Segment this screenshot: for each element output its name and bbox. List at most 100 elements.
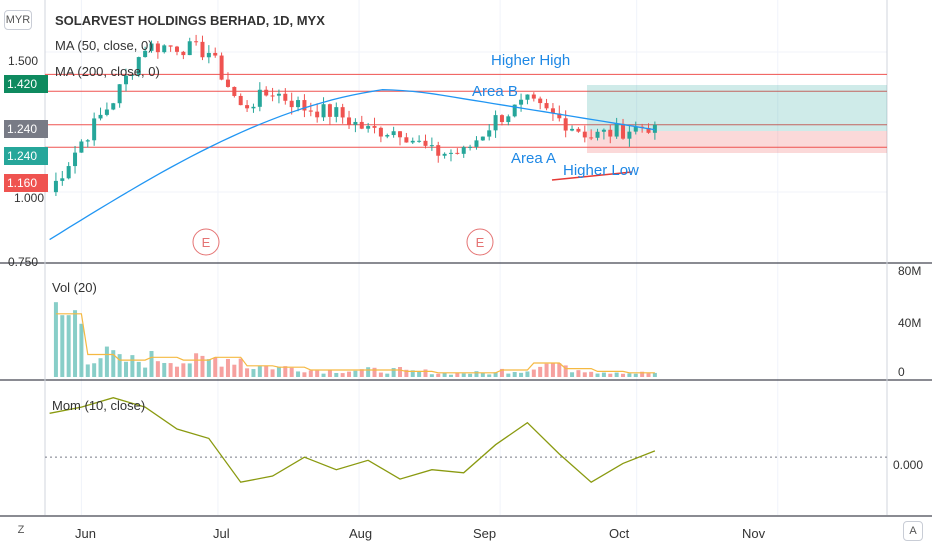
candlestick-series[interactable] — [53, 34, 657, 196]
candle — [372, 117, 377, 134]
candle — [627, 125, 632, 147]
candle — [321, 97, 326, 122]
currency-badge[interactable]: MYR — [4, 10, 32, 30]
candle — [257, 82, 262, 112]
candle — [124, 68, 129, 92]
volume-bar — [519, 372, 524, 377]
candle — [582, 125, 587, 143]
volume-bar — [206, 359, 211, 377]
volume-bar — [538, 366, 543, 377]
candle — [652, 121, 657, 140]
candle — [378, 126, 383, 143]
candle — [194, 34, 199, 46]
volume-legend[interactable]: Vol (20) — [52, 280, 97, 295]
candle — [506, 114, 511, 126]
volume-bar — [302, 372, 307, 377]
volume-bar — [391, 368, 396, 377]
volume-bar — [499, 368, 504, 377]
candle — [385, 133, 390, 139]
candle — [550, 103, 555, 121]
volume-bar — [347, 371, 352, 377]
volume-bar — [582, 372, 587, 377]
volume-bar — [493, 372, 498, 377]
higher-low-line[interactable] — [551, 171, 633, 181]
volume-bar — [124, 361, 129, 377]
candle — [601, 128, 606, 140]
horizontal-levels[interactable] — [45, 73, 887, 148]
candle — [633, 121, 638, 135]
candle — [398, 131, 403, 146]
candle — [283, 88, 288, 105]
earnings-marker[interactable]: E — [192, 228, 220, 256]
volume-bar — [130, 355, 135, 377]
volume-bar — [155, 361, 160, 377]
candle — [232, 86, 237, 98]
candle — [143, 46, 148, 58]
candle — [327, 103, 332, 126]
volume-bar — [646, 373, 651, 377]
candle — [404, 132, 409, 143]
earnings-marker-label: E — [476, 235, 485, 250]
candle — [130, 73, 135, 80]
candle — [538, 96, 543, 110]
candle — [334, 102, 339, 123]
volume-bar — [385, 373, 390, 377]
stop-zone[interactable] — [587, 131, 887, 153]
volume-bar — [487, 374, 492, 377]
volume-bar — [601, 372, 606, 377]
candle — [245, 100, 250, 113]
volume-bar — [213, 357, 218, 377]
price-tick: 1.000 — [14, 191, 44, 205]
candle — [60, 170, 65, 186]
symbol-title[interactable]: SOLARVEST HOLDINGS BERHAD, 1D, MYX — [55, 13, 325, 28]
earnings-marker[interactable]: E — [466, 228, 494, 256]
volume-bar — [53, 302, 58, 377]
candle — [162, 44, 167, 54]
volume-bar — [506, 373, 511, 377]
volume-bar — [429, 374, 434, 377]
candle — [359, 115, 364, 130]
volume-bar — [576, 370, 581, 377]
earnings-marker-label: E — [202, 235, 211, 250]
target-zone[interactable] — [587, 85, 887, 131]
price-tag-ma: 1.240 — [4, 147, 48, 165]
volume-bar — [544, 363, 549, 377]
volume-bar — [264, 365, 269, 377]
timezone-button[interactable]: Z — [12, 521, 30, 539]
volume-bar — [595, 373, 600, 377]
candle — [200, 35, 205, 61]
volume-bar — [276, 366, 281, 377]
candle — [417, 135, 422, 143]
candle — [531, 92, 536, 102]
candle — [468, 144, 473, 151]
volume-bar — [98, 358, 103, 377]
candle — [570, 125, 575, 132]
candle — [353, 118, 358, 133]
price-tag-stop: 1.160 — [4, 174, 48, 192]
candle — [296, 96, 301, 112]
momentum-legend[interactable]: Mom (10, close) — [52, 398, 146, 413]
volume-bar — [359, 369, 364, 377]
ma200-legend[interactable]: MA (200, close, 0) — [55, 64, 160, 79]
volume-bar — [143, 367, 148, 377]
momentum-line[interactable] — [49, 397, 656, 484]
candle — [410, 137, 415, 145]
month-label: Sep — [473, 526, 496, 541]
volume-bars[interactable] — [53, 302, 657, 377]
auto-scale-button[interactable]: A — [903, 521, 923, 541]
candle — [213, 47, 218, 58]
volume-bar — [296, 371, 301, 377]
volume-bar — [621, 373, 626, 377]
volume-bar — [614, 372, 619, 377]
volume-bar — [512, 372, 517, 377]
candle — [136, 56, 141, 78]
volume-bar — [321, 373, 326, 377]
axes: 1.500 1.000 0.750 80M 40M 0 0.000 Jun Ju… — [8, 54, 923, 541]
volume-bar — [436, 373, 441, 377]
ma50-line[interactable] — [49, 89, 656, 241]
area-b-label: Area B — [472, 83, 518, 100]
volume-bar — [162, 362, 167, 377]
ma50-legend[interactable]: MA (50, close, 0) — [55, 38, 153, 53]
candle — [448, 149, 453, 162]
